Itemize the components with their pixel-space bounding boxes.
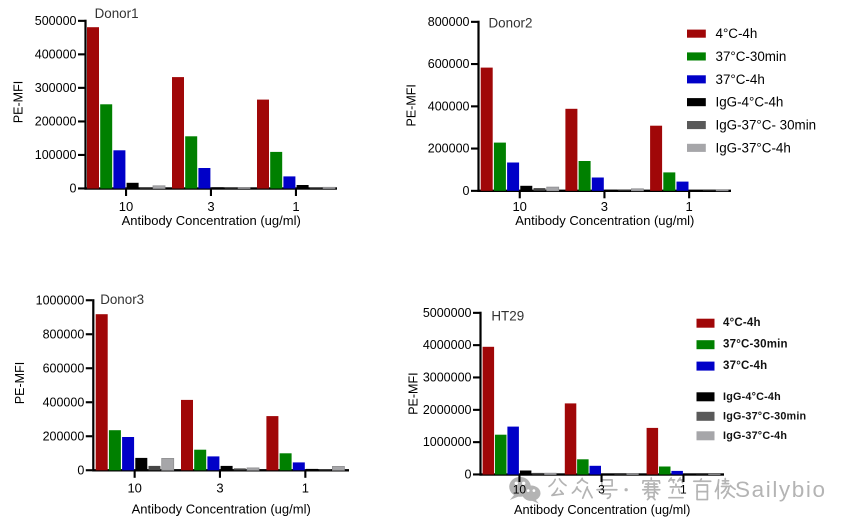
- svg-text:4°C-4h: 4°C-4h: [716, 26, 758, 41]
- svg-text:HT29: HT29: [491, 309, 524, 324]
- svg-text:1: 1: [685, 199, 692, 214]
- svg-text:3: 3: [598, 483, 605, 497]
- svg-text:100000: 100000: [35, 148, 77, 162]
- svg-text:2000000: 2000000: [423, 403, 472, 417]
- svg-text:Antibody Concentration (ug/ml): Antibody Concentration (ug/ml): [514, 502, 690, 517]
- svg-text:3: 3: [601, 199, 608, 214]
- svg-text:PE-MFI: PE-MFI: [13, 362, 27, 404]
- svg-text:IgG-37°C-30min: IgG-37°C-30min: [723, 410, 806, 422]
- svg-text:37°C-30min: 37°C-30min: [716, 49, 787, 64]
- svg-text:PE-MFI: PE-MFI: [405, 84, 419, 126]
- svg-text:4°C-4h: 4°C-4h: [723, 317, 761, 329]
- svg-text:Antibody Concentration (ug/ml): Antibody Concentration (ug/ml): [132, 502, 311, 517]
- svg-text:1: 1: [292, 199, 299, 214]
- svg-text:37°C-30min: 37°C-30min: [723, 339, 788, 351]
- svg-text:0: 0: [465, 468, 472, 482]
- svg-text:500000: 500000: [35, 14, 77, 28]
- svg-text:1: 1: [680, 483, 687, 497]
- svg-text:3000000: 3000000: [423, 371, 472, 385]
- svg-text:200000: 200000: [43, 429, 85, 443]
- svg-text:300000: 300000: [35, 81, 77, 95]
- svg-text:1000000: 1000000: [423, 435, 472, 449]
- svg-text:PE-MFI: PE-MFI: [12, 81, 26, 123]
- svg-text:37°C-4h: 37°C-4h: [723, 360, 767, 372]
- svg-text:10: 10: [127, 481, 141, 496]
- svg-text:400000: 400000: [428, 99, 470, 113]
- svg-text:0: 0: [70, 182, 77, 196]
- svg-text:800000: 800000: [43, 327, 85, 341]
- svg-text:IgG-4°C-4h: IgG-4°C-4h: [716, 95, 784, 110]
- svg-text:1000000: 1000000: [36, 293, 85, 307]
- svg-text:10: 10: [513, 483, 527, 497]
- svg-text:1: 1: [302, 481, 309, 496]
- svg-text:Antibody Concentration (ug/ml): Antibody Concentration (ug/ml): [122, 213, 301, 228]
- svg-text:Donor3: Donor3: [100, 292, 144, 307]
- svg-text:3: 3: [216, 481, 223, 496]
- svg-text:200000: 200000: [428, 142, 470, 156]
- svg-text:800000: 800000: [428, 15, 470, 29]
- svg-text:IgG-4°C-4h: IgG-4°C-4h: [723, 391, 781, 403]
- svg-text:200000: 200000: [35, 114, 77, 128]
- svg-text:Sailybio: Sailybio: [735, 477, 827, 502]
- svg-text:0: 0: [463, 184, 470, 198]
- svg-text:600000: 600000: [43, 361, 85, 375]
- svg-text:4000000: 4000000: [423, 338, 472, 352]
- svg-text:Donor1: Donor1: [95, 6, 139, 21]
- svg-text:400000: 400000: [43, 395, 85, 409]
- svg-text:37°C-4h: 37°C-4h: [716, 72, 765, 87]
- svg-text:IgG-37°C- 30min: IgG-37°C- 30min: [716, 118, 817, 133]
- svg-text:400000: 400000: [35, 47, 77, 61]
- svg-text:Antibody Concentration (ug/ml): Antibody Concentration (ug/ml): [515, 213, 694, 228]
- svg-text:10: 10: [119, 199, 133, 214]
- svg-text:0: 0: [77, 463, 84, 477]
- svg-text:Donor2: Donor2: [489, 16, 533, 31]
- svg-text:3: 3: [207, 199, 214, 214]
- svg-text:PE-MFI: PE-MFI: [407, 372, 421, 414]
- svg-text:5000000: 5000000: [423, 306, 472, 320]
- svg-text:600000: 600000: [428, 57, 470, 71]
- svg-text:10: 10: [512, 199, 526, 214]
- svg-text:IgG-37°C-4h: IgG-37°C-4h: [723, 430, 787, 442]
- svg-text:IgG-37°C-4h: IgG-37°C-4h: [716, 140, 791, 155]
